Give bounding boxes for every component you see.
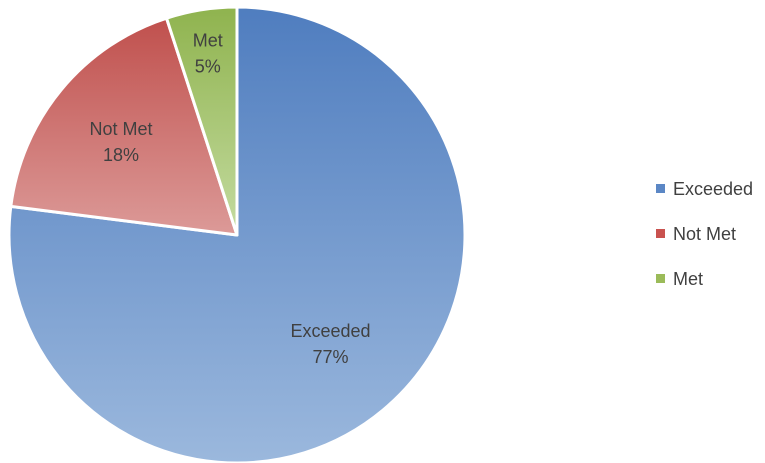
legend-swatch-met	[656, 274, 665, 283]
legend: Exceeded Not Met Met	[656, 179, 753, 289]
pie-data-labels: Exceeded 77% Not Met 18% Met 5%	[90, 30, 371, 367]
data-label-category: Exceeded	[290, 321, 370, 341]
legend-label-met: Met	[673, 269, 703, 289]
legend-swatch-exceeded	[656, 184, 665, 193]
pie-slice-not-met	[9, 16, 239, 237]
data-label-met: Met 5%	[193, 30, 223, 76]
data-label-not-met: Not Met 18%	[90, 119, 153, 165]
data-label-category: Met	[193, 30, 223, 50]
legend-label-exceeded: Exceeded	[673, 179, 753, 199]
data-label-value: 77%	[312, 347, 348, 367]
data-label-value: 18%	[103, 145, 139, 165]
data-label-exceeded: Exceeded 77%	[290, 321, 370, 367]
legend-label-not-met: Not Met	[673, 224, 736, 244]
data-label-category: Not Met	[90, 119, 153, 139]
data-label-value: 5%	[195, 56, 221, 76]
pie-slices	[7, 5, 467, 463]
legend-swatch-not-met	[656, 229, 665, 238]
pie-slice-exceeded	[7, 5, 467, 463]
pie-slice-met	[165, 5, 239, 237]
